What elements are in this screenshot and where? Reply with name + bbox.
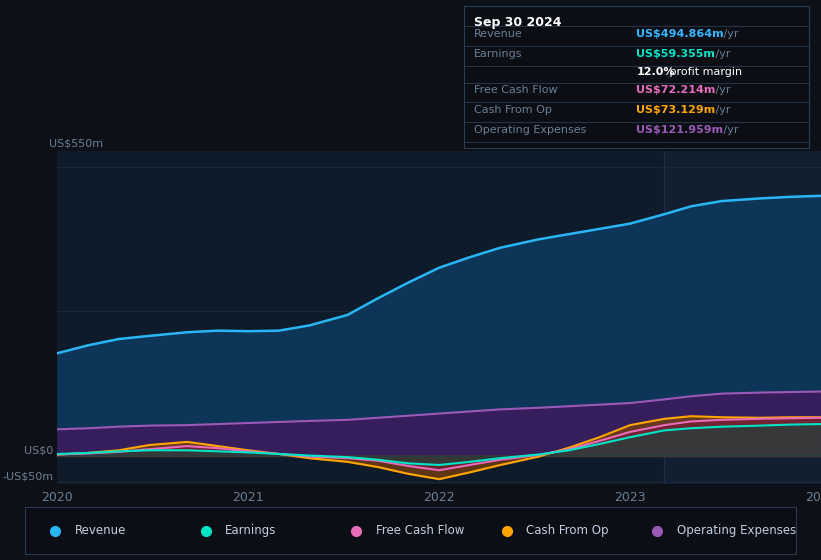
Text: profit margin: profit margin [666,67,741,77]
Text: US$550m: US$550m [49,138,103,148]
Text: /yr: /yr [712,85,731,95]
Text: Free Cash Flow: Free Cash Flow [376,524,464,537]
Text: US$73.129m: US$73.129m [636,105,716,115]
Text: US$494.864m: US$494.864m [636,29,724,39]
Text: Cash From Op: Cash From Op [526,524,608,537]
Text: Free Cash Flow: Free Cash Flow [475,85,557,95]
Text: /yr: /yr [712,49,731,59]
Text: Earnings: Earnings [225,524,277,537]
Text: Operating Expenses: Operating Expenses [475,125,586,135]
Text: US$59.355m: US$59.355m [636,49,715,59]
Text: /yr: /yr [712,105,731,115]
Text: Revenue: Revenue [475,29,523,39]
Text: Revenue: Revenue [75,524,126,537]
Text: US$121.959m: US$121.959m [636,125,723,135]
Text: Operating Expenses: Operating Expenses [677,524,796,537]
Text: /yr: /yr [720,29,738,39]
Text: Earnings: Earnings [475,49,523,59]
Bar [664,151,821,484]
Text: US$0: US$0 [25,446,53,455]
Text: Cash From Op: Cash From Op [475,105,552,115]
Text: Sep 30 2024: Sep 30 2024 [475,16,562,29]
Text: US$72.214m: US$72.214m [636,85,716,95]
Text: 12.0%: 12.0% [636,67,675,77]
Text: -US$50m: -US$50m [2,472,53,482]
Text: /yr: /yr [720,125,738,135]
